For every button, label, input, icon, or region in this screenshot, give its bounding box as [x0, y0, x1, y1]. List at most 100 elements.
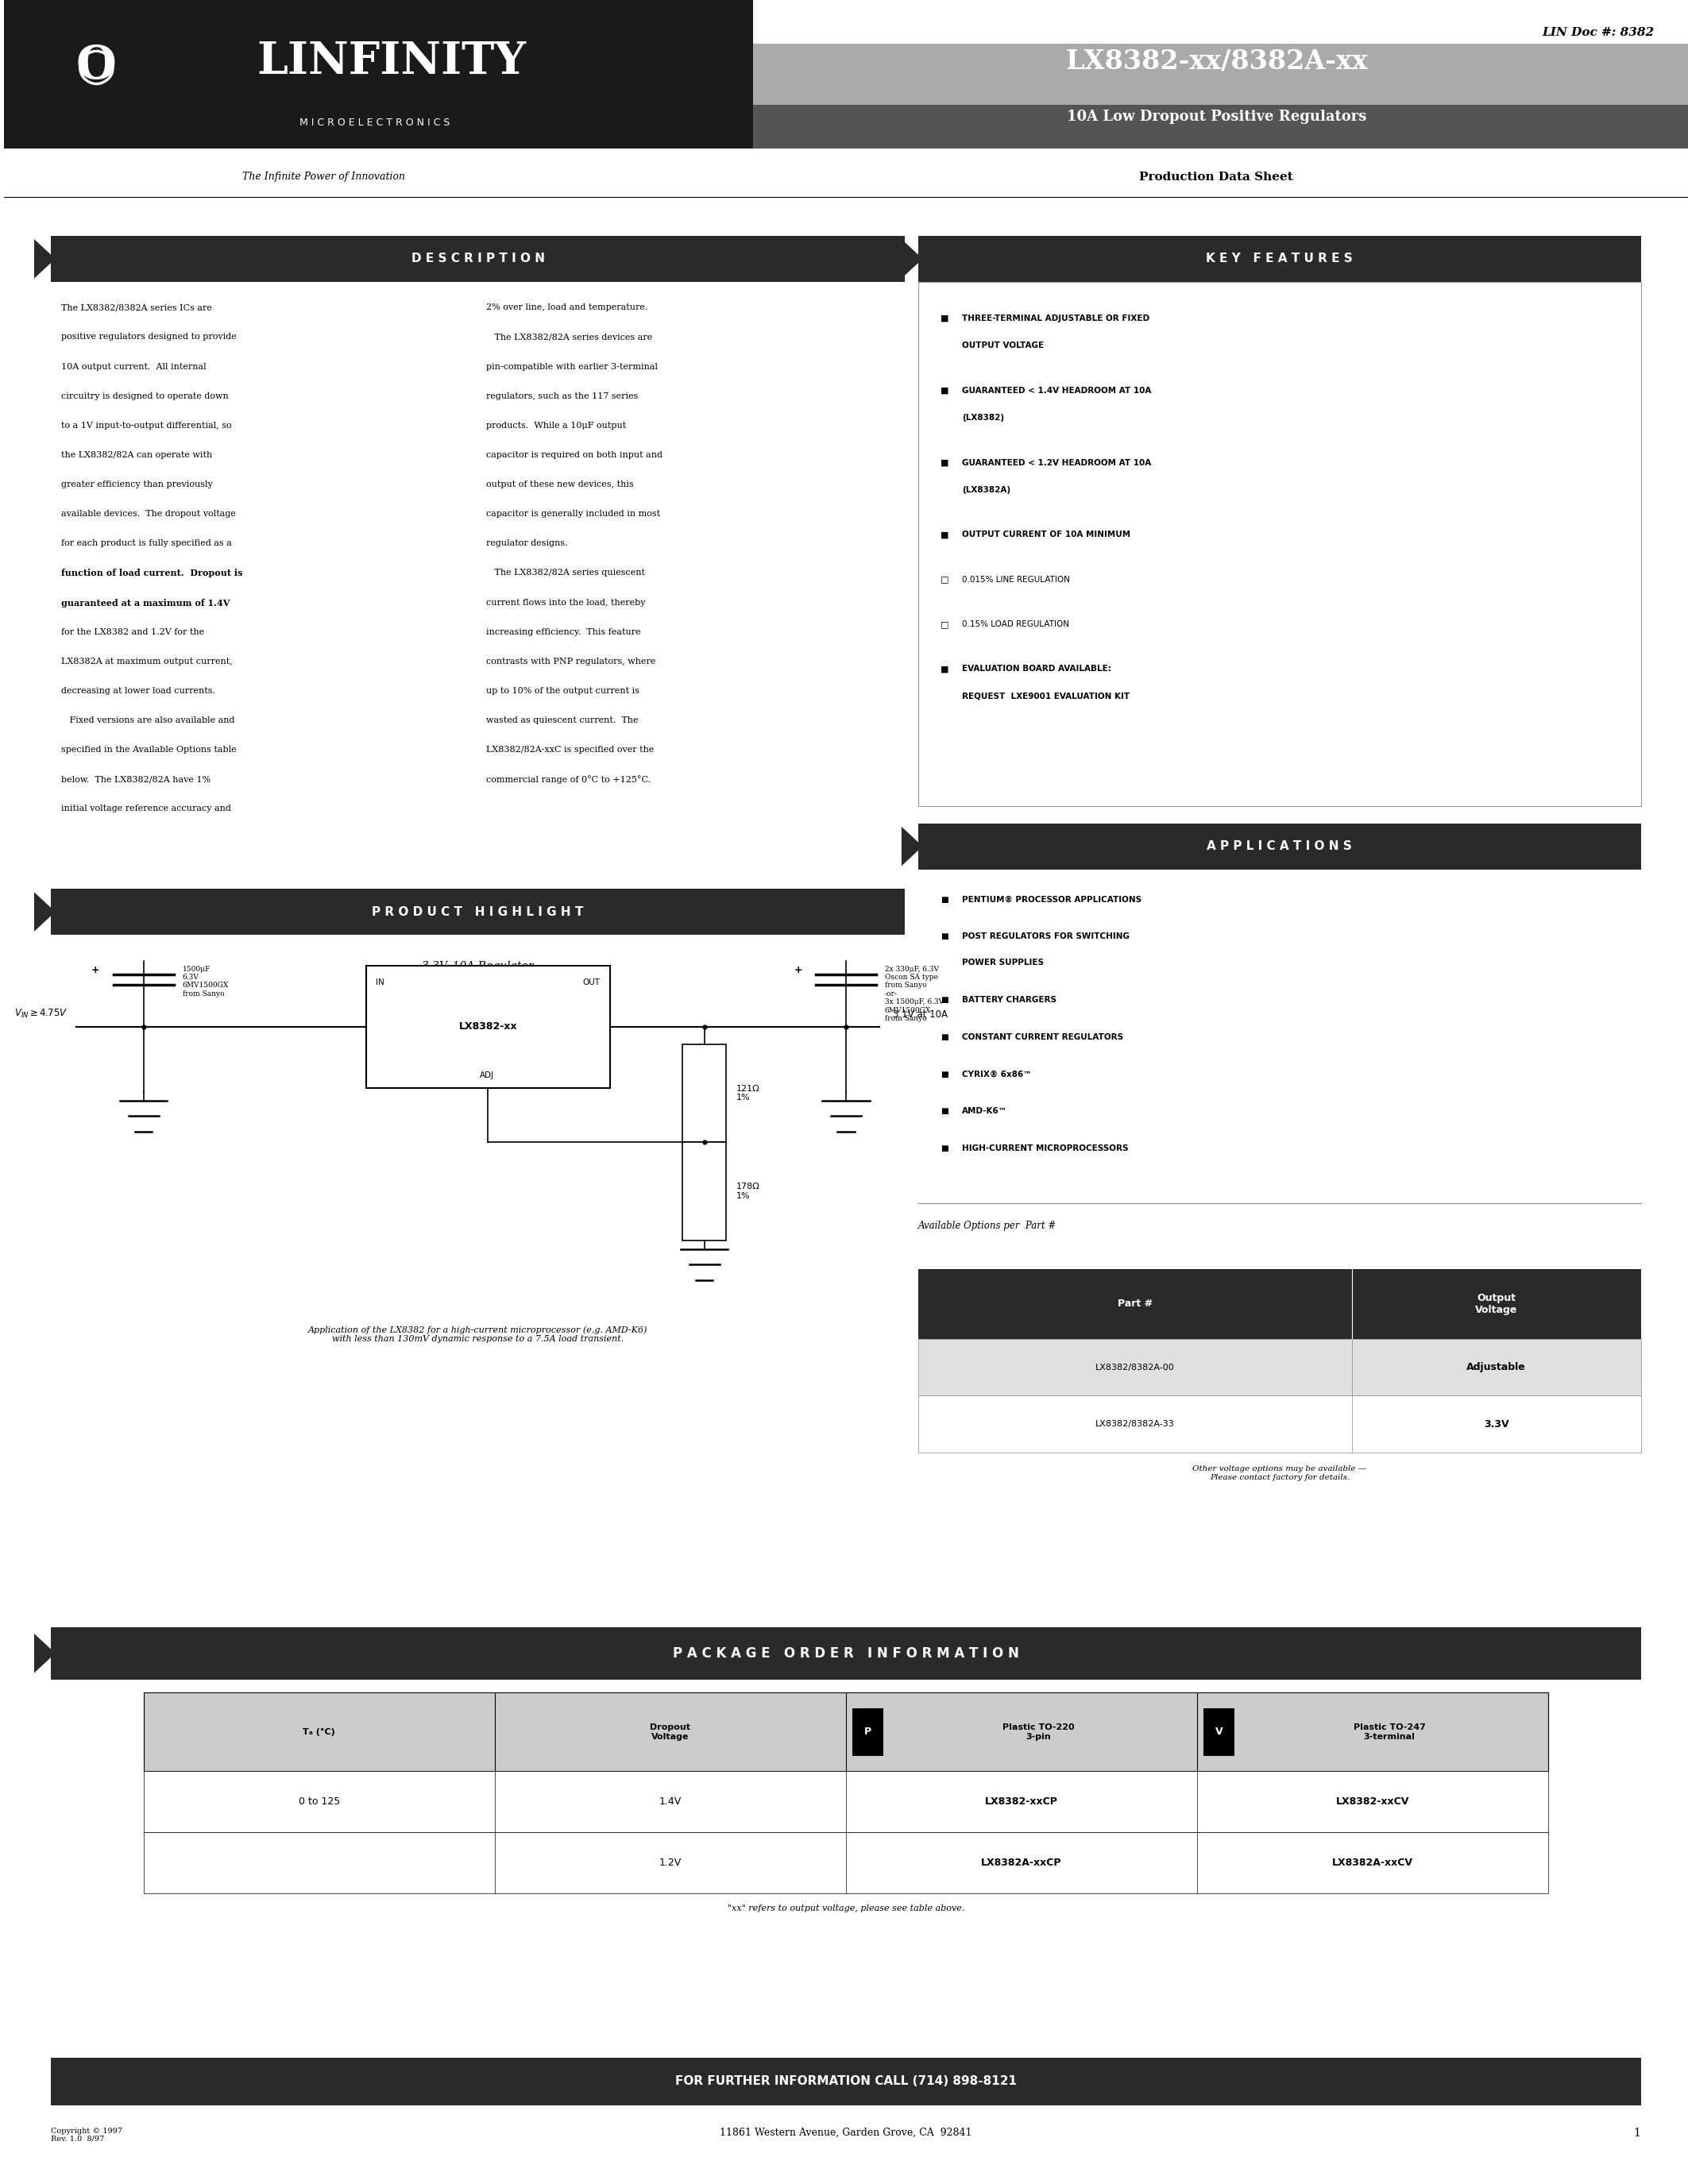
Text: CONSTANT CURRENT REGULATORS: CONSTANT CURRENT REGULATORS — [962, 1033, 1124, 1042]
Text: EVALUATION BOARD AVAILABLE:: EVALUATION BOARD AVAILABLE: — [962, 666, 1111, 673]
Text: $V_{IN} \geq 4.75V$: $V_{IN} \geq 4.75V$ — [14, 1009, 68, 1020]
Text: ■: ■ — [940, 314, 949, 323]
Text: capacitor is required on both input and: capacitor is required on both input and — [486, 452, 663, 459]
Bar — [143, 1771, 1548, 1832]
Bar — [51, 1627, 1641, 1679]
Text: HIGH-CURRENT MICROPROCESSORS: HIGH-CURRENT MICROPROCESSORS — [962, 1144, 1129, 1153]
Text: LX8382/82A-xxC is specified over the: LX8382/82A-xxC is specified over the — [486, 747, 655, 753]
Text: "xx" refers to output voltage, please see table above.: "xx" refers to output voltage, please se… — [728, 1904, 964, 1913]
Text: D E S C R I P T I O N: D E S C R I P T I O N — [412, 253, 545, 264]
Text: (LX8382A): (LX8382A) — [962, 487, 1011, 494]
Text: ■: ■ — [940, 1144, 949, 1153]
Text: +: + — [91, 965, 100, 974]
Bar — [918, 236, 1641, 282]
Text: IN: IN — [376, 978, 385, 987]
Text: AMD-K6™: AMD-K6™ — [962, 1107, 1008, 1116]
Text: circuitry is designed to operate down: circuitry is designed to operate down — [61, 393, 228, 400]
Text: □: □ — [940, 577, 949, 583]
Text: LX8382A-xxCP: LX8382A-xxCP — [981, 1859, 1062, 1867]
Bar — [143, 1832, 1548, 1894]
Text: LINFINITY: LINFINITY — [257, 39, 527, 83]
Text: products.  While a 10μF output: products. While a 10μF output — [486, 422, 626, 430]
Text: 1.2V: 1.2V — [658, 1859, 682, 1867]
Polygon shape — [34, 240, 56, 280]
Text: LX8382-xx: LX8382-xx — [459, 1022, 517, 1031]
Text: contrasts with PNP regulators, where: contrasts with PNP regulators, where — [486, 657, 657, 666]
Text: GUARANTEED < 1.4V HEADROOM AT 10A: GUARANTEED < 1.4V HEADROOM AT 10A — [962, 387, 1151, 395]
Text: decreasing at lower load currents.: decreasing at lower load currents. — [61, 688, 214, 695]
Text: 121Ω
1%: 121Ω 1% — [736, 1085, 760, 1101]
Text: LX8382-xx/8382A-xx: LX8382-xx/8382A-xx — [1065, 48, 1367, 74]
Text: Copyright © 1997
Rev. 1.0  8/97: Copyright © 1997 Rev. 1.0 8/97 — [51, 2127, 123, 2143]
Bar — [918, 1396, 1641, 1452]
Text: PENTIUM® PROCESSOR APPLICATIONS: PENTIUM® PROCESSOR APPLICATIONS — [962, 895, 1141, 904]
Bar — [1204, 1708, 1234, 1756]
Text: pin-compatible with earlier 3-terminal: pin-compatible with earlier 3-terminal — [486, 363, 658, 371]
Text: Part #: Part # — [1117, 1299, 1153, 1308]
Text: 2x 330μF, 6.3V
Oscon SA type
from Sanyo
-or-
3x 1500μF, 6.3V
6MV1500GX
from Sany: 2x 330μF, 6.3V Oscon SA type from Sanyo … — [885, 965, 944, 1022]
Text: 0.015% LINE REGULATION: 0.015% LINE REGULATION — [962, 577, 1070, 583]
Text: P: P — [864, 1728, 871, 1736]
Bar — [852, 1708, 883, 1756]
Text: ■: ■ — [940, 531, 949, 539]
Text: LX8382A at maximum output current,: LX8382A at maximum output current, — [61, 657, 233, 666]
Text: Tₐ (°C): Tₐ (°C) — [304, 1728, 336, 1736]
Text: ADJ: ADJ — [479, 1070, 495, 1079]
Text: Fixed versions are also available and: Fixed versions are also available and — [61, 716, 235, 725]
Text: for each product is fully specified as a: for each product is fully specified as a — [61, 539, 231, 548]
Text: Plastic TO-220
3-pin: Plastic TO-220 3-pin — [1003, 1723, 1074, 1741]
Text: regulator designs.: regulator designs. — [486, 539, 567, 548]
Text: LX8382/8382A-00: LX8382/8382A-00 — [1096, 1363, 1175, 1372]
Text: ■: ■ — [940, 1107, 949, 1116]
Text: 1: 1 — [1634, 2127, 1641, 2138]
Text: to a 1V input-to-output differential, so: to a 1V input-to-output differential, so — [61, 422, 231, 430]
Text: POWER SUPPLIES: POWER SUPPLIES — [962, 959, 1043, 968]
Bar — [682, 1044, 726, 1142]
Text: for the LX8382 and 1.2V for the: for the LX8382 and 1.2V for the — [61, 629, 204, 636]
Text: THREE-TERMINAL ADJUSTABLE OR FIXED: THREE-TERMINAL ADJUSTABLE OR FIXED — [962, 314, 1150, 323]
Text: LX8382/8382A-33: LX8382/8382A-33 — [1096, 1420, 1175, 1428]
Text: Other voltage options may be available —
Please contact factory for details.: Other voltage options may be available —… — [1192, 1465, 1367, 1481]
Text: □: □ — [940, 620, 949, 629]
Text: 1500μF
6.3V
6MV1500GX
from Sanyo: 1500μF 6.3V 6MV1500GX from Sanyo — [182, 965, 228, 998]
Text: ○: ○ — [76, 44, 116, 90]
Text: capacitor is generally included in most: capacitor is generally included in most — [486, 511, 660, 518]
Text: 1.4V: 1.4V — [658, 1797, 682, 1806]
Polygon shape — [34, 1634, 56, 1673]
Text: ■: ■ — [940, 1070, 949, 1079]
Text: LIN Doc #: 8382: LIN Doc #: 8382 — [1543, 28, 1654, 39]
Text: guaranteed at a maximum of 1.4V: guaranteed at a maximum of 1.4V — [61, 598, 230, 607]
Text: GUARANTEED < 1.2V HEADROOM AT 10A: GUARANTEED < 1.2V HEADROOM AT 10A — [962, 459, 1151, 467]
Text: function of load current.  Dropout is: function of load current. Dropout is — [61, 570, 243, 579]
Text: BATTERY CHARGERS: BATTERY CHARGERS — [962, 996, 1057, 1005]
Text: 2% over line, load and temperature.: 2% over line, load and temperature. — [486, 304, 648, 312]
Text: the LX8382/82A can operate with: the LX8382/82A can operate with — [61, 452, 213, 459]
Bar — [753, 0, 1688, 44]
Text: 3.1V at 10A: 3.1V at 10A — [893, 1009, 949, 1020]
Text: ■: ■ — [940, 996, 949, 1005]
Text: Plastic TO-247
3-terminal: Plastic TO-247 3-terminal — [1354, 1723, 1426, 1741]
Text: A P P L I C A T I O N S: A P P L I C A T I O N S — [1207, 841, 1352, 852]
Text: specified in the Available Options table: specified in the Available Options table — [61, 747, 236, 753]
Text: 10A output current.  All internal: 10A output current. All internal — [61, 363, 206, 371]
Text: OUTPUT VOLTAGE: OUTPUT VOLTAGE — [962, 343, 1045, 349]
Text: Available Options per  Part #: Available Options per Part # — [918, 1221, 1057, 1232]
Bar — [682, 1142, 726, 1241]
Text: O: O — [76, 44, 116, 87]
Text: 3.3V, 10A Regulator: 3.3V, 10A Regulator — [422, 961, 533, 972]
Text: K E Y   F E A T U R E S: K E Y F E A T U R E S — [1207, 253, 1354, 264]
Text: FOR FURTHER INFORMATION CALL (714) 898-8121: FOR FURTHER INFORMATION CALL (714) 898-8… — [675, 2075, 1016, 2088]
Text: 11861 Western Avenue, Garden Grove, CA  92841: 11861 Western Avenue, Garden Grove, CA 9… — [719, 2127, 972, 2138]
Text: output of these new devices, this: output of these new devices, this — [486, 480, 635, 489]
Text: (LX8382): (LX8382) — [962, 415, 1004, 422]
Text: Dropout
Voltage: Dropout Voltage — [650, 1723, 690, 1741]
Text: LX8382-xxCV: LX8382-xxCV — [1335, 1797, 1409, 1806]
Text: OUT: OUT — [582, 978, 599, 987]
Bar — [366, 965, 609, 1088]
Text: wasted as quiescent current.  The: wasted as quiescent current. The — [486, 716, 638, 725]
Text: +: + — [793, 965, 802, 974]
Bar — [51, 889, 905, 935]
Text: P A C K A G E   O R D E R   I N F O R M A T I O N: P A C K A G E O R D E R I N F O R M A T … — [674, 1647, 1020, 1660]
Bar — [753, 44, 1688, 105]
Bar — [753, 105, 1688, 149]
